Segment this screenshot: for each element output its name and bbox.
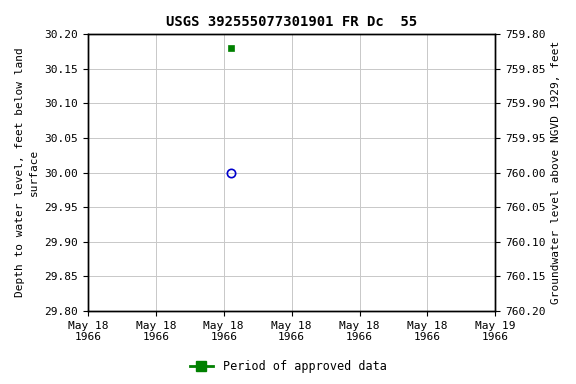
- Y-axis label: Groundwater level above NGVD 1929, feet: Groundwater level above NGVD 1929, feet: [551, 41, 561, 304]
- Title: USGS 392555077301901 FR Dc  55: USGS 392555077301901 FR Dc 55: [166, 15, 417, 29]
- Y-axis label: Depth to water level, feet below land
surface: Depth to water level, feet below land su…: [15, 48, 39, 298]
- Legend: Period of approved data: Period of approved data: [185, 356, 391, 378]
